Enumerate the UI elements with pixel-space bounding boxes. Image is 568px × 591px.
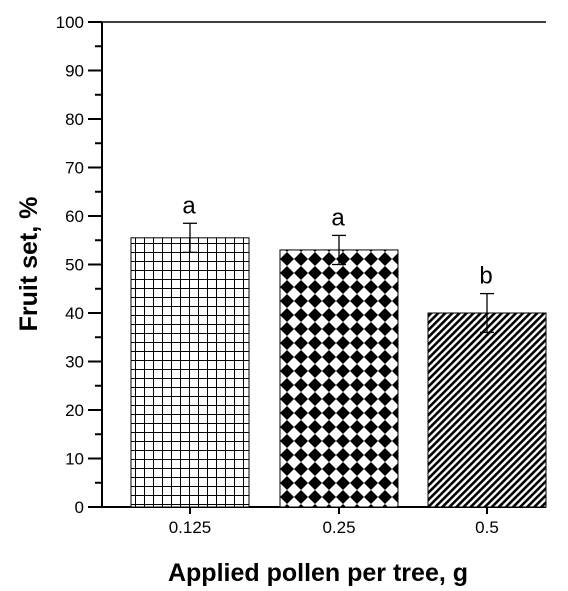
y-tick-label: 30 <box>65 353 84 372</box>
bars <box>130 237 547 508</box>
x-tick-label: 0.125 <box>169 518 212 537</box>
error-bars <box>183 222 494 334</box>
significance-label: a <box>182 192 196 219</box>
y-tick-label: 40 <box>65 304 84 323</box>
x-axis-title: Applied pollen per tree, g <box>168 559 468 587</box>
y-tick-label: 0 <box>75 498 84 517</box>
y-tick-label: 50 <box>65 256 84 275</box>
significance-label: b <box>479 263 492 290</box>
y-axis-title: Fruit set, % <box>15 197 43 332</box>
bar-0.25 <box>279 249 399 508</box>
y-tick-label: 70 <box>65 159 84 178</box>
y-tick-label: 10 <box>65 450 84 469</box>
y-tick-label: 20 <box>65 401 84 420</box>
y-tick-label: 60 <box>65 207 84 226</box>
significance-labels: a a b <box>182 192 492 289</box>
x-tick-label: 0.25 <box>322 518 355 537</box>
x-ticks: 0.125 0.25 0.5 <box>169 507 499 537</box>
bar-0.5 <box>427 312 547 508</box>
y-tick-label: 90 <box>65 62 84 81</box>
y-tick-label: 80 <box>65 110 84 129</box>
y-ticks: 0 10 20 30 40 50 60 70 80 90 100 <box>56 13 102 517</box>
x-tick-label: 0.5 <box>475 518 499 537</box>
significance-label: a <box>331 204 345 231</box>
y-tick-label: 100 <box>56 13 84 32</box>
bar-0.125 <box>130 237 250 508</box>
